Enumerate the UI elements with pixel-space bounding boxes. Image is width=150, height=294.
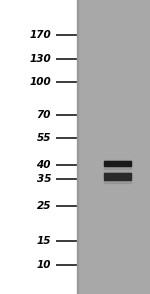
Bar <box>103 172 130 176</box>
Text: 35: 35 <box>36 174 51 184</box>
Text: 25: 25 <box>36 201 51 211</box>
Text: 170: 170 <box>29 30 51 40</box>
Text: 10: 10 <box>36 260 51 270</box>
Bar <box>103 179 130 183</box>
Text: 100: 100 <box>29 77 51 87</box>
Text: 130: 130 <box>29 54 51 64</box>
Bar <box>103 173 130 180</box>
Bar <box>103 160 130 163</box>
Text: 40: 40 <box>36 160 51 170</box>
Text: 15: 15 <box>36 236 51 246</box>
Text: 55: 55 <box>36 133 51 143</box>
Text: 70: 70 <box>36 110 51 120</box>
Bar <box>78 0 150 294</box>
Bar <box>103 166 130 169</box>
Bar <box>77 0 78 294</box>
Bar <box>103 161 130 166</box>
